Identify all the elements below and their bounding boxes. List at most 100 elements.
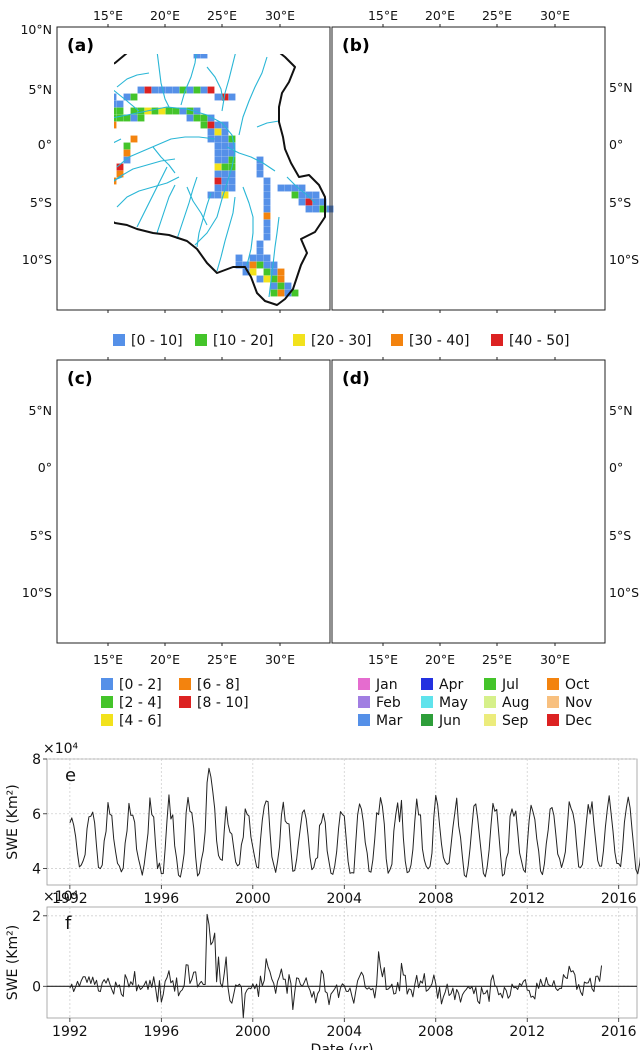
grid-cell: [469, 448, 476, 455]
grid-cell: [525, 602, 532, 609]
grid-cell: [420, 420, 427, 427]
river-line: [286, 176, 316, 204]
grid-cell: [560, 623, 567, 630]
grid-cell: [200, 114, 208, 122]
legend-c: [0 - 2] [2 - 4] [4 - 6] [6 - 8] [8 - 10]: [101, 677, 249, 729]
legend-item: [40 - 50]: [491, 333, 570, 349]
grid-cell: [588, 525, 595, 532]
grid-cell: [546, 595, 553, 602]
river-line: [502, 480, 550, 504]
river-line: [518, 187, 528, 265]
grid-cell: [539, 255, 546, 262]
legend-item: Nov: [547, 695, 592, 711]
grid-cell: [114, 121, 117, 129]
legend-item: Sep: [484, 713, 529, 729]
river-line: [456, 380, 472, 438]
x-tick-label: 2000: [235, 891, 271, 907]
x-tick-label: 2012: [509, 1024, 545, 1040]
grid-cell: [553, 185, 560, 192]
grid-cell: [75, 192, 82, 199]
grid-cell: [469, 420, 476, 427]
grid-cell: [194, 441, 201, 448]
river-line: [257, 454, 279, 460]
panel-label: (c): [67, 369, 93, 389]
grid-cell: [61, 532, 68, 539]
river-line: [157, 384, 169, 440]
grid-cell: [539, 178, 546, 185]
grid-cell: [194, 420, 201, 427]
grid-cell: [532, 574, 539, 581]
river-line: [87, 440, 235, 578]
grid-cell: [89, 455, 96, 462]
legend-item: Feb: [358, 695, 401, 711]
grid-cell: [518, 602, 525, 609]
legend-swatch: [179, 678, 191, 690]
lat-tick-label: 0°: [38, 460, 52, 475]
grid-cell: [399, 483, 406, 490]
lat-tick-label: 5°N: [28, 82, 52, 97]
grid-cell: [476, 448, 483, 455]
legend-label: [10 - 20]: [213, 333, 274, 349]
river-line: [472, 193, 486, 247]
grid-cell: [208, 525, 215, 532]
grid-cell: [256, 163, 264, 171]
grid-cell: [371, 136, 378, 143]
grid-cell: [504, 136, 511, 143]
grid-cell: [343, 199, 350, 206]
grid-cell: [532, 609, 539, 616]
grid-cell: [427, 441, 434, 448]
river-line: [412, 167, 442, 227]
river-line: [350, 139, 396, 157]
river-line: [269, 550, 279, 630]
grid-cell: [263, 198, 271, 206]
grid-cell: [546, 290, 553, 297]
grid-cell: [152, 441, 159, 448]
grid-cell: [229, 511, 236, 518]
grid-cell: [187, 448, 194, 455]
river-line: [372, 77, 414, 111]
grid-cell: [420, 87, 427, 94]
grid-cell: [539, 539, 546, 546]
grid-cell: [490, 483, 497, 490]
grid-cell: [539, 185, 546, 192]
grid-cell: [236, 588, 243, 595]
grid-cell: [114, 100, 117, 108]
map-background: [332, 360, 605, 643]
grid-cell: [124, 483, 131, 490]
grid-cell: [124, 476, 131, 483]
grid-cell: [271, 616, 278, 623]
grid-cell: [497, 483, 504, 490]
grid-cell: [221, 191, 229, 199]
grid-cell: [364, 462, 371, 469]
grid-cell: [553, 609, 560, 616]
grid-cell: [201, 455, 208, 462]
grid-cell: [483, 525, 490, 532]
grid-cell: [278, 623, 285, 630]
grid-cell: [96, 129, 103, 136]
legend-swatch: [484, 714, 496, 726]
grid-cell: [364, 185, 371, 192]
grid-cell: [378, 462, 385, 469]
legend-label: [0 - 2]: [119, 677, 162, 693]
grid-cell: [532, 262, 539, 269]
grid-cell: [222, 469, 229, 476]
map-panel-c: (c): [56, 357, 331, 646]
grid-cell: [441, 441, 448, 448]
grid-cell: [525, 595, 532, 602]
river-line: [392, 470, 490, 500]
grid-cell: [392, 115, 399, 122]
grid-cell: [539, 206, 546, 213]
grid-cell: [166, 420, 173, 427]
grid-cell: [131, 441, 138, 448]
grid-cell: [89, 129, 96, 136]
grid-cell: [222, 427, 229, 434]
grid-cell: [364, 469, 371, 476]
legend-swatch: [101, 714, 113, 726]
grid-cell: [427, 87, 434, 94]
river-line: [412, 500, 442, 560]
grid-cell: [539, 609, 546, 616]
legend-label: May: [439, 695, 468, 711]
legend-item: [30 - 40]: [391, 333, 470, 349]
grid-cell: [278, 518, 285, 525]
grid-cell: [200, 54, 208, 59]
